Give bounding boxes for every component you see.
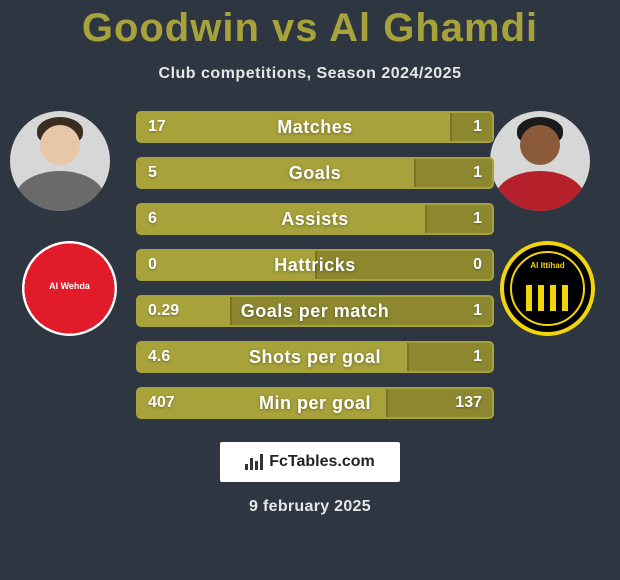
stat-bar: 00Hattricks bbox=[136, 249, 494, 281]
stat-label: Min per goal bbox=[138, 389, 492, 417]
stat-bar: 171Matches bbox=[136, 111, 494, 143]
stat-bars: 171Matches 51Goals 61Assists 00Hattricks 0.2… bbox=[136, 111, 494, 433]
player-left-avatar bbox=[10, 111, 110, 211]
stat-label: Shots per goal bbox=[138, 343, 492, 371]
brand-text: FcTables.com bbox=[269, 453, 375, 471]
page-title: Goodwin vs Al Ghamdi bbox=[0, 0, 620, 51]
club-right-badge: Al Ittihad bbox=[500, 241, 595, 336]
stat-label: Goals bbox=[138, 159, 492, 187]
club-left-label: Al Wehda bbox=[49, 282, 90, 291]
club-left-badge: Al Wehda bbox=[22, 241, 117, 336]
brand-badge: FcTables.com bbox=[220, 442, 400, 482]
club-right-label: Al Ittihad bbox=[530, 261, 564, 270]
stat-bar: 4.61Shots per goal bbox=[136, 341, 494, 373]
stat-label: Goals per match bbox=[138, 297, 492, 325]
player-right-avatar bbox=[490, 111, 590, 211]
barchart-icon bbox=[245, 454, 263, 470]
stat-label: Matches bbox=[138, 113, 492, 141]
stat-bar: 407137Min per goal bbox=[136, 387, 494, 419]
stat-bar: 0.291Goals per match bbox=[136, 295, 494, 327]
stat-label: Hattricks bbox=[138, 251, 492, 279]
stat-bar: 61Assists bbox=[136, 203, 494, 235]
page-subtitle: Club competitions, Season 2024/2025 bbox=[0, 65, 620, 83]
stat-label: Assists bbox=[138, 205, 492, 233]
stat-bar: 51Goals bbox=[136, 157, 494, 189]
footer-date: 9 february 2025 bbox=[249, 498, 371, 516]
